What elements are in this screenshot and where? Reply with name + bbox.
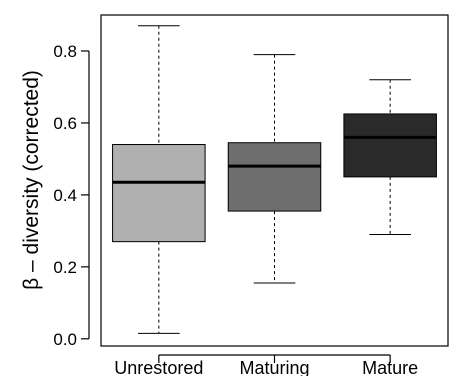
x-axis: Unrestored Maturing Mature: [114, 354, 418, 376]
box-mature: [343, 79, 437, 235]
x-tick-label: Maturing: [239, 358, 309, 376]
y-tick-label: 0.2: [53, 258, 77, 277]
y-tick-label: 0.6: [53, 114, 77, 133]
box-series: [112, 25, 437, 334]
box-unrestored: [112, 25, 206, 334]
y-axis-label: β – diversity (corrected): [20, 70, 43, 290]
box-body: [112, 144, 206, 243]
x-tick-label: Unrestored: [114, 358, 203, 376]
box-maturing: [227, 54, 322, 284]
x-tick-label: Mature: [362, 358, 418, 376]
y-tick-label: 0.8: [53, 42, 77, 61]
y-tick-label: 0.0: [53, 330, 77, 349]
box-body: [227, 142, 322, 212]
y-axis: 0.0 0.2 0.4 0.6 0.8: [53, 42, 90, 349]
y-tick-label: 0.4: [53, 186, 77, 205]
box-body: [343, 113, 437, 178]
plot-frame: [100, 14, 449, 347]
